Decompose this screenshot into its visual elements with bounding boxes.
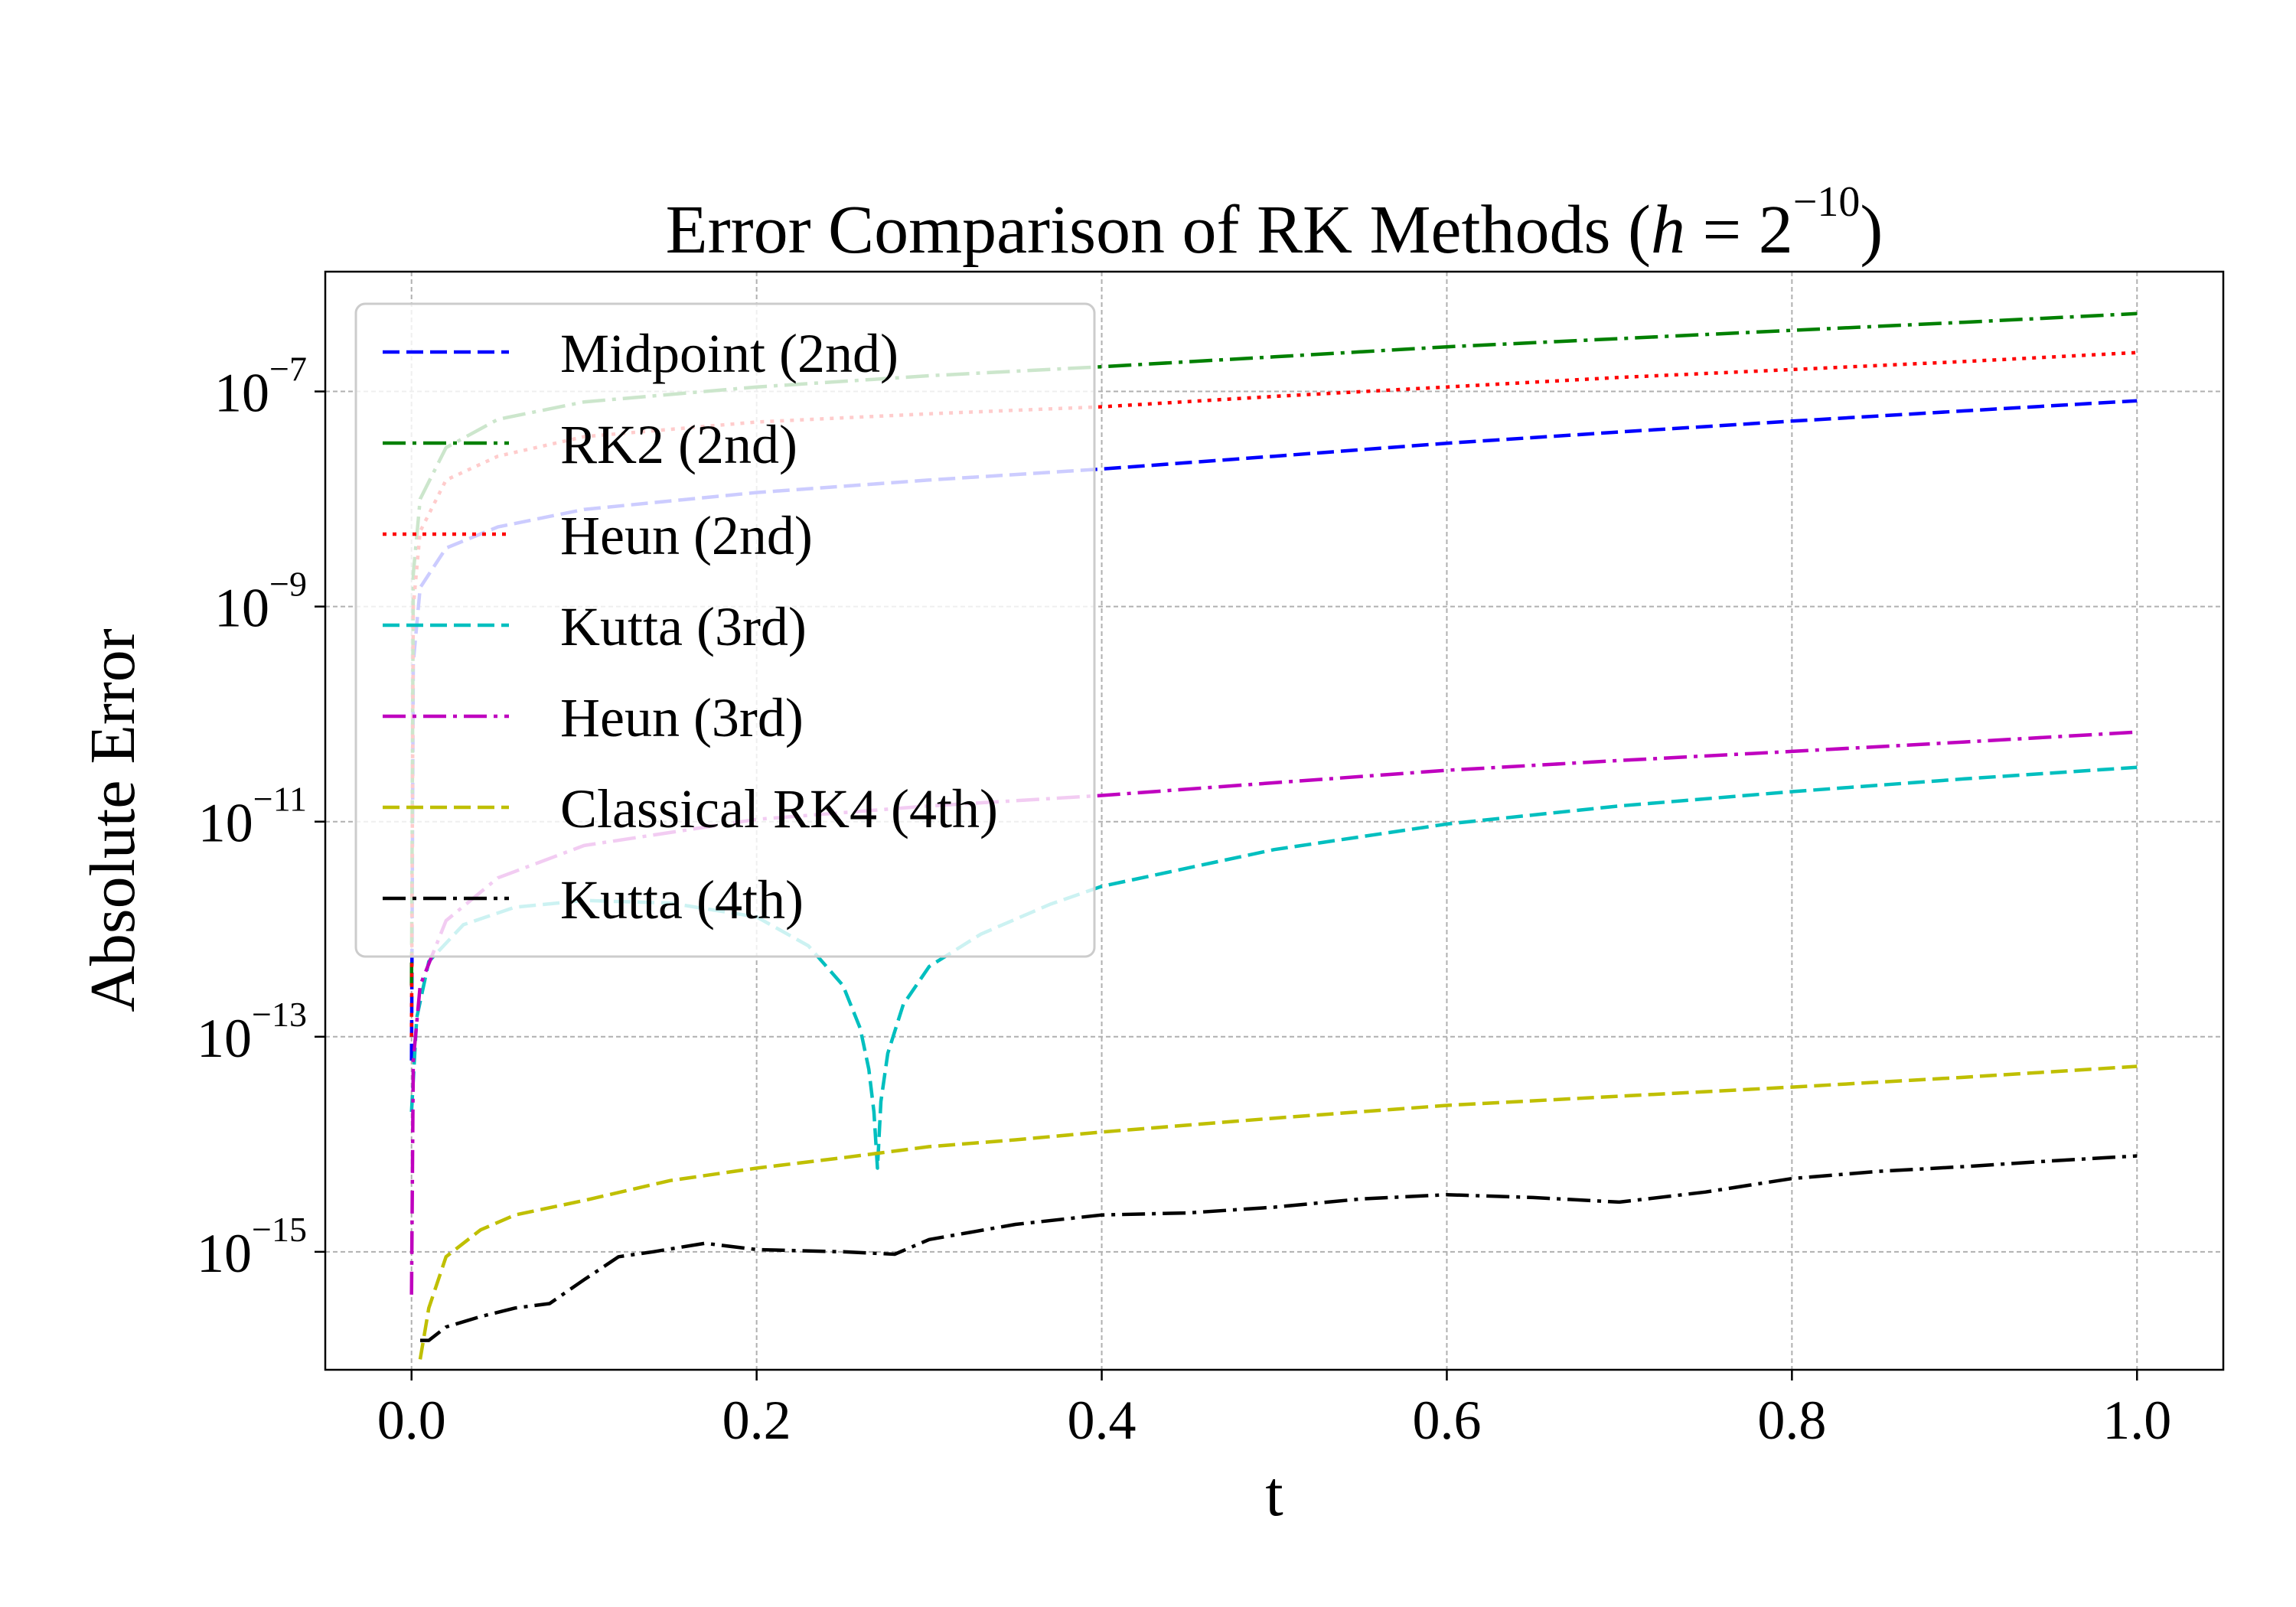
series-line-3 xyxy=(409,350,2138,1037)
y-tick-label: 10−7 xyxy=(214,350,307,424)
x-tick-label: 1.0 xyxy=(2102,1390,2171,1451)
series-line-5 xyxy=(409,730,2138,1295)
y-axis-label: Absolute Error xyxy=(77,628,148,1012)
x-tick-label: 0.0 xyxy=(377,1390,446,1451)
series-line-7 xyxy=(420,1154,2138,1342)
x-axis-label: t xyxy=(1265,1459,1283,1530)
series-line-6 xyxy=(418,1064,2138,1360)
y-tick-label: 10−15 xyxy=(197,1210,307,1284)
legend-label: Kutta (3rd) xyxy=(560,596,807,657)
legend-label: Kutta (4th) xyxy=(560,869,804,931)
legend-label: Midpoint (2nd) xyxy=(560,323,899,384)
legend-box xyxy=(354,302,1096,958)
x-tick-label: 0.6 xyxy=(1412,1390,1481,1451)
legend-label: Heun (2nd) xyxy=(560,505,813,566)
y-tick-label: 10−11 xyxy=(198,780,307,854)
chart-title: Error Comparison of RK Methods (h = 2−10… xyxy=(666,178,1883,268)
axis-ticks: 0.0 0.2 0.4 0.6 0.8 1.0 10−7 10−9 10−11 10−13 10−1… xyxy=(197,350,2171,1451)
y-tick-label: 10−9 xyxy=(214,565,307,639)
legend-label: Heun (3rd) xyxy=(560,687,804,748)
x-tick-label: 0.2 xyxy=(722,1390,791,1451)
series-line-4 xyxy=(409,765,2138,1170)
x-tick-label: 0.4 xyxy=(1068,1390,1137,1451)
x-tick-label: 0.8 xyxy=(1757,1390,1826,1451)
legend-label: RK2 (2nd) xyxy=(560,414,797,475)
legend-label: Classical RK4 (4th) xyxy=(560,778,998,839)
y-tick-label: 10−13 xyxy=(197,995,307,1069)
legend: Midpoint (2nd) RK2 (2nd) Heun (2nd) Kutta (… xyxy=(354,302,1096,958)
